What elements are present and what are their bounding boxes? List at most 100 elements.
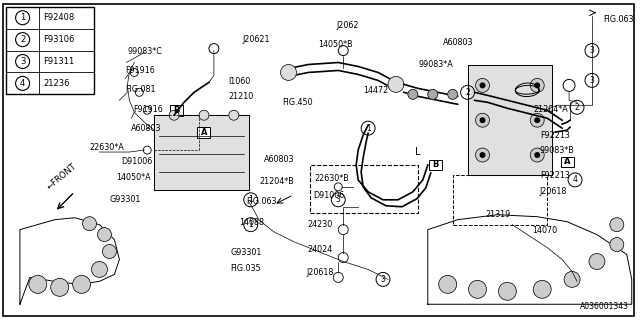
- Text: B: B: [433, 160, 439, 170]
- Text: A60803: A60803: [131, 124, 161, 133]
- Circle shape: [83, 217, 97, 231]
- Text: 14050*B: 14050*B: [318, 40, 353, 49]
- Text: 2: 2: [465, 88, 470, 97]
- Circle shape: [97, 228, 111, 242]
- Circle shape: [589, 253, 605, 269]
- Text: 22630*B: 22630*B: [314, 174, 349, 183]
- Circle shape: [479, 82, 486, 88]
- Polygon shape: [154, 115, 249, 190]
- Text: ←FRONT: ←FRONT: [45, 162, 78, 192]
- Circle shape: [534, 82, 540, 88]
- Text: 21236: 21236: [44, 79, 70, 88]
- Circle shape: [428, 89, 438, 99]
- Text: FIG.081: FIG.081: [125, 85, 156, 94]
- Text: 1: 1: [365, 124, 371, 133]
- Circle shape: [29, 276, 47, 293]
- Circle shape: [610, 238, 624, 252]
- Text: F91916: F91916: [125, 66, 154, 75]
- Polygon shape: [20, 218, 120, 304]
- Text: A: A: [201, 128, 207, 137]
- Circle shape: [564, 271, 580, 287]
- Text: F92408: F92408: [44, 13, 74, 22]
- Text: 3: 3: [381, 275, 385, 284]
- Text: 4: 4: [20, 79, 25, 88]
- Text: G93301: G93301: [230, 248, 262, 257]
- Text: FIG.063: FIG.063: [604, 15, 634, 24]
- Text: 14050*A: 14050*A: [116, 173, 150, 182]
- Text: 4: 4: [573, 175, 577, 184]
- Text: 99083*B: 99083*B: [540, 146, 575, 155]
- Polygon shape: [468, 66, 552, 175]
- Text: 24230: 24230: [307, 220, 332, 229]
- Bar: [6, 7, 93, 94]
- Text: 3: 3: [589, 46, 595, 55]
- Circle shape: [531, 113, 544, 127]
- Text: 2: 2: [20, 35, 25, 44]
- Text: B: B: [173, 106, 179, 115]
- Text: F91311: F91311: [44, 57, 74, 66]
- Text: 2: 2: [575, 103, 579, 112]
- Circle shape: [199, 110, 209, 120]
- Text: 21319: 21319: [485, 210, 511, 219]
- Bar: [561, 156, 573, 167]
- Text: F91916: F91916: [134, 105, 163, 114]
- Bar: [452, 175, 547, 225]
- Text: FIG.450: FIG.450: [282, 98, 313, 107]
- Text: A60803: A60803: [264, 156, 295, 164]
- Text: 1: 1: [248, 195, 253, 204]
- Circle shape: [534, 117, 540, 123]
- Text: A: A: [564, 157, 570, 166]
- Bar: [198, 127, 211, 138]
- Text: 14070: 14070: [532, 226, 557, 235]
- Circle shape: [531, 148, 544, 162]
- Circle shape: [479, 117, 486, 123]
- Circle shape: [102, 244, 116, 259]
- Text: G93301: G93301: [109, 195, 141, 204]
- Bar: [170, 105, 182, 116]
- Circle shape: [468, 280, 486, 298]
- Circle shape: [408, 89, 418, 99]
- Text: 24024: 24024: [307, 245, 332, 254]
- Text: J20618: J20618: [307, 268, 334, 276]
- Polygon shape: [428, 215, 632, 304]
- Text: 99083*A: 99083*A: [419, 60, 454, 69]
- Circle shape: [51, 278, 68, 296]
- Circle shape: [476, 113, 490, 127]
- Circle shape: [169, 110, 179, 120]
- Text: 1: 1: [248, 220, 253, 229]
- Text: J20621: J20621: [242, 35, 269, 44]
- Text: F93106: F93106: [44, 35, 75, 44]
- Circle shape: [531, 78, 544, 92]
- Text: F92213: F92213: [540, 131, 570, 140]
- Circle shape: [72, 276, 90, 293]
- Circle shape: [533, 280, 551, 298]
- Circle shape: [610, 218, 624, 232]
- Text: D91006: D91006: [313, 190, 344, 199]
- Text: 14472: 14472: [363, 86, 388, 95]
- Text: 21210: 21210: [228, 92, 253, 101]
- Text: 21204*A: 21204*A: [534, 105, 568, 114]
- Text: 1: 1: [20, 13, 25, 22]
- Circle shape: [280, 65, 296, 80]
- Circle shape: [229, 110, 239, 120]
- Text: D91006: D91006: [121, 157, 152, 166]
- Text: 3: 3: [336, 195, 340, 204]
- Bar: [429, 159, 442, 171]
- Circle shape: [499, 282, 516, 300]
- Circle shape: [534, 152, 540, 158]
- Circle shape: [439, 276, 457, 293]
- Text: 14088: 14088: [239, 218, 264, 227]
- Text: 22630*A: 22630*A: [89, 143, 124, 152]
- Text: 99083*C: 99083*C: [127, 47, 162, 56]
- Text: A60803: A60803: [442, 38, 473, 47]
- Circle shape: [448, 89, 458, 99]
- Text: F92213: F92213: [540, 172, 570, 180]
- Text: J2062: J2062: [336, 20, 358, 29]
- Text: J20618: J20618: [540, 187, 567, 196]
- Text: A036001343: A036001343: [580, 302, 628, 311]
- Text: L: L: [415, 147, 420, 157]
- Text: FIG.035: FIG.035: [230, 264, 261, 273]
- Circle shape: [476, 148, 490, 162]
- Text: 3: 3: [589, 76, 595, 85]
- Text: FIG.063: FIG.063: [246, 197, 277, 206]
